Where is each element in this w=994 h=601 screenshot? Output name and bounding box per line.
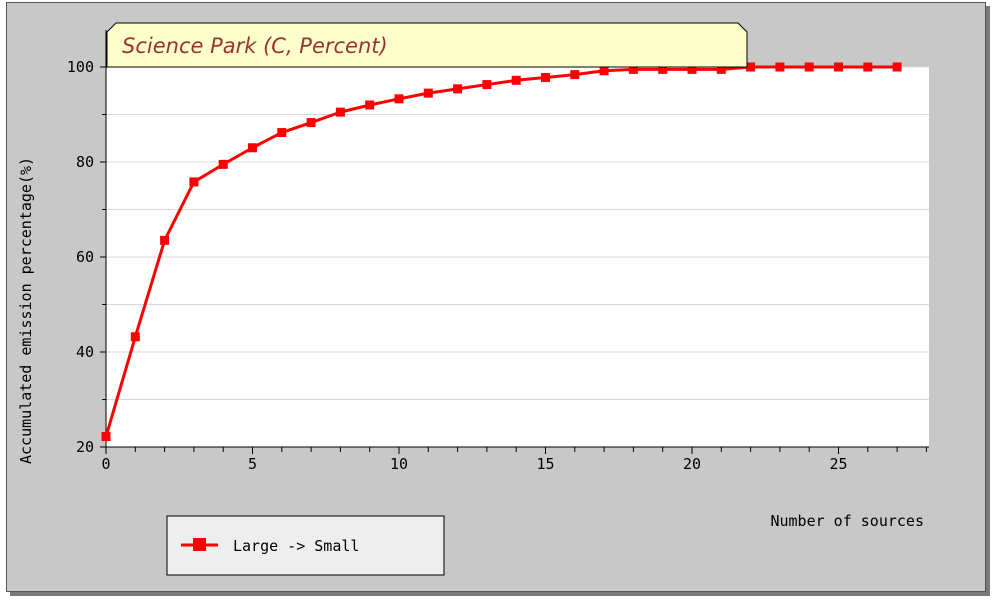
ticks: 20 40 60 80 100 0 5 10 15 20 25 — [67, 58, 927, 473]
legend-label: Large -> Small — [233, 537, 359, 555]
data-point — [804, 62, 814, 72]
x-tick-label: 15 — [536, 455, 554, 473]
data-point — [863, 62, 873, 72]
data-point — [306, 118, 316, 128]
data-point — [394, 94, 404, 104]
frame-shadow-bottom — [10, 592, 990, 596]
x-tick-label: 20 — [683, 455, 701, 473]
frame-shadow-right — [986, 6, 990, 596]
data-point — [892, 62, 902, 72]
x-tick-label: 5 — [248, 455, 257, 473]
legend-marker-icon — [193, 538, 206, 551]
x-axis-label: Number of sources — [770, 512, 924, 530]
y-tick-label: 60 — [76, 248, 94, 266]
x-tick-label: 0 — [101, 455, 110, 473]
grid-lines — [106, 66, 929, 400]
chart-title: Science Park (C, Percent) — [122, 34, 388, 58]
series-line — [104, 65, 898, 437]
data-point — [277, 128, 287, 138]
data-point — [511, 75, 521, 85]
data-point — [687, 64, 697, 74]
data-point — [775, 62, 785, 72]
data-point — [248, 143, 257, 153]
axes — [105, 30, 929, 448]
data-point — [834, 62, 843, 72]
x-tick-label: 25 — [829, 455, 847, 473]
y-tick-label: 100 — [67, 58, 94, 76]
data-point — [482, 80, 492, 90]
data-point — [453, 84, 463, 94]
legend: Large -> Small — [166, 515, 445, 576]
data-point — [716, 64, 726, 74]
data-point — [218, 159, 228, 169]
data-point — [160, 235, 170, 245]
data-point — [599, 66, 609, 76]
data-point — [101, 432, 111, 442]
data-point — [658, 64, 668, 74]
data-point — [423, 88, 433, 98]
data-point — [570, 70, 580, 80]
y-tick-label: 40 — [76, 343, 94, 361]
data-point — [335, 107, 345, 117]
data-point — [541, 72, 550, 82]
data-point — [130, 332, 140, 342]
x-tick-label: 10 — [390, 455, 408, 473]
data-point — [189, 177, 199, 187]
y-tick-label: 80 — [76, 153, 94, 171]
title-box — [106, 22, 748, 68]
data-point — [365, 100, 375, 110]
data-point — [746, 62, 756, 72]
y-tick-label: 20 — [76, 438, 94, 456]
y-axis-label: Accumulated emission percentage(%) — [17, 157, 35, 464]
series-large-to-small — [101, 62, 902, 442]
data-point — [628, 64, 638, 74]
